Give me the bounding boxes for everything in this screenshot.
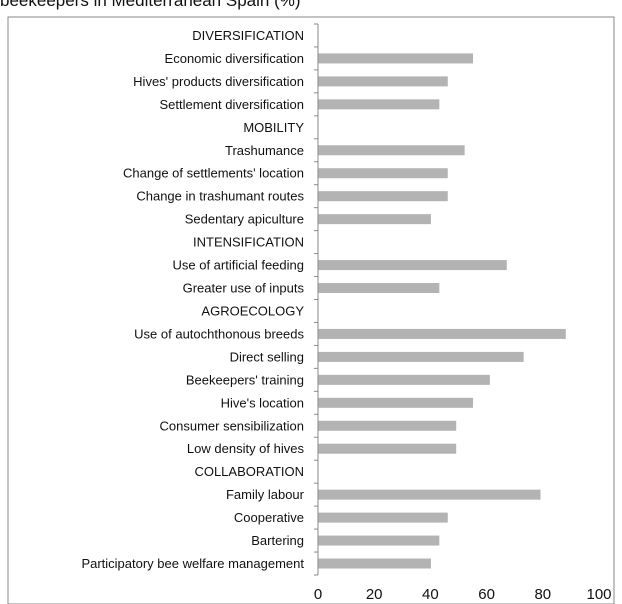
bar — [318, 260, 507, 271]
category-label: Use of autochthonous breeds — [134, 326, 304, 341]
plot-frame — [7, 16, 615, 604]
bar — [318, 535, 440, 546]
bars-group — [318, 53, 566, 569]
bar — [318, 351, 524, 362]
category-label: Participatory bee welfare management — [81, 556, 304, 571]
category-label: Change in trashumant routes — [136, 189, 304, 204]
bar — [318, 420, 457, 431]
category-label: Greater use of inputs — [183, 281, 305, 296]
category-label: Cooperative — [234, 510, 304, 525]
x-tick-label: 60 — [478, 586, 495, 603]
bar — [318, 374, 490, 385]
category-labels-group: DIVERSIFICATION Economic diversification H… — [81, 28, 304, 571]
category-label: AGROECOLOGY — [201, 303, 304, 318]
x-tick-label: 100 — [586, 586, 611, 603]
bar — [318, 443, 457, 454]
x-tick-label: 80 — [534, 586, 551, 603]
bar — [318, 99, 440, 110]
bar — [318, 512, 448, 523]
bar — [318, 191, 448, 202]
category-label: DIVERSIFICATION — [192, 28, 304, 43]
category-label: Economic diversification — [165, 51, 304, 66]
category-label: Consumer sensibilization — [159, 418, 304, 433]
chart-title: beekeepers in Mediterranean Spain (%) — [0, 0, 301, 10]
bar — [318, 489, 541, 500]
category-label: Trashumance — [225, 143, 304, 158]
category-label: Hive's location — [221, 395, 304, 410]
category-label: Hives' products diversification — [133, 74, 304, 89]
bar — [318, 283, 440, 294]
bar — [318, 328, 566, 339]
bar — [318, 168, 448, 179]
bar — [318, 145, 465, 156]
category-label: Bartering — [251, 533, 304, 548]
category-label: Low density of hives — [187, 441, 305, 456]
category-label: COLLABORATION — [194, 464, 304, 479]
category-label: Use of artificial feeding — [172, 258, 304, 273]
category-label: MOBILITY — [243, 120, 304, 135]
bar — [318, 397, 474, 408]
category-label: Family labour — [226, 487, 305, 502]
bar — [318, 214, 431, 225]
category-label: Sedentary apiculture — [185, 212, 304, 227]
axes-group: 0 20 40 60 80 100 — [314, 23, 612, 603]
category-label: Direct selling — [230, 349, 304, 364]
bar — [318, 558, 431, 569]
category-label: Settlement diversification — [159, 97, 304, 112]
x-tick-label: 20 — [366, 586, 383, 603]
category-label: Beekeepers' training — [186, 372, 304, 387]
x-tick-label: 40 — [422, 586, 439, 603]
bar — [318, 53, 474, 64]
bar — [318, 76, 448, 87]
category-label: Change of settlements' location — [123, 166, 304, 181]
category-label: INTENSIFICATION — [193, 235, 304, 250]
x-tick-label: 0 — [314, 586, 322, 603]
